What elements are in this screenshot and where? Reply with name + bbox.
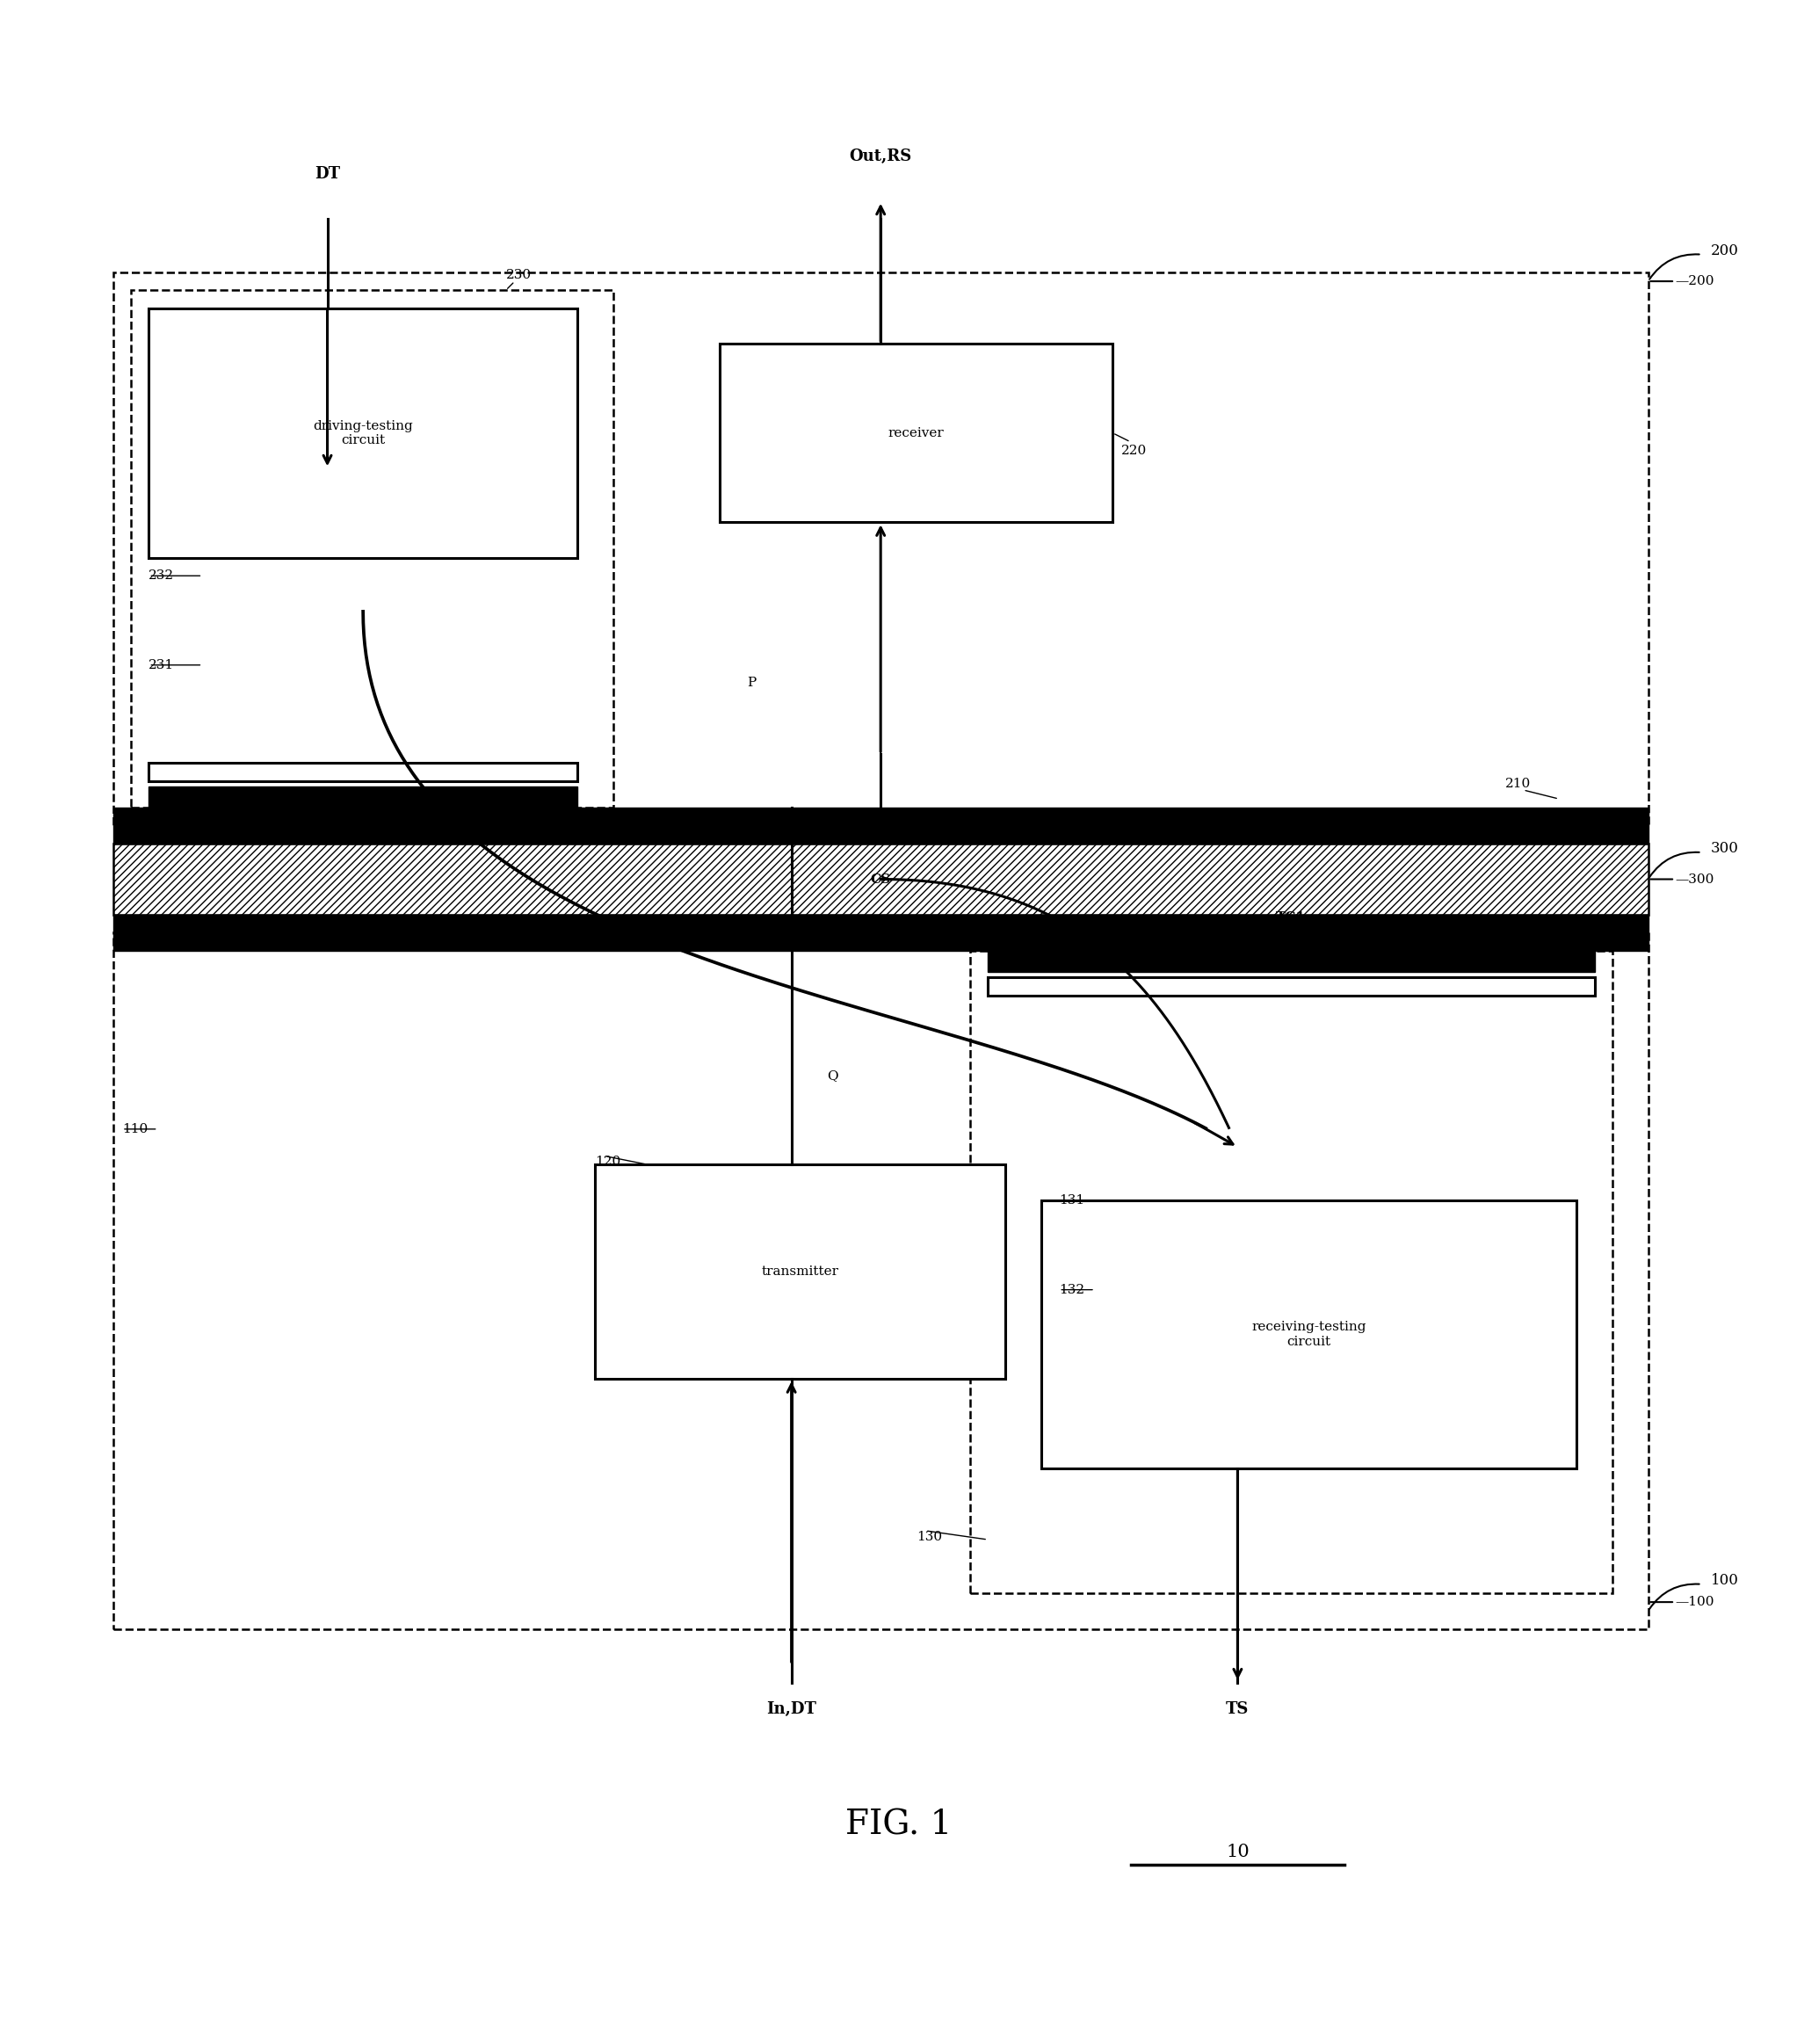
Text: —100: —100 bbox=[1675, 1596, 1714, 1609]
Text: —200: —200 bbox=[1675, 276, 1714, 288]
Text: 132: 132 bbox=[1058, 1284, 1085, 1296]
Text: 100: 100 bbox=[1711, 1574, 1738, 1588]
Text: In,DT: In,DT bbox=[767, 1701, 816, 1717]
Text: P: P bbox=[748, 677, 757, 689]
Bar bbox=[113, 807, 1648, 844]
Bar bbox=[149, 309, 577, 558]
Text: 120: 120 bbox=[595, 1155, 620, 1169]
Text: Q: Q bbox=[827, 1069, 837, 1081]
Bar bbox=[131, 290, 613, 807]
Text: 232: 232 bbox=[149, 570, 174, 583]
Text: 130: 130 bbox=[916, 1531, 942, 1543]
Text: 10: 10 bbox=[1226, 1844, 1249, 1860]
Text: 200: 200 bbox=[1711, 243, 1738, 258]
Bar bbox=[721, 343, 1112, 521]
Text: transmitter: transmitter bbox=[762, 1265, 839, 1278]
Bar bbox=[113, 844, 1648, 916]
Text: —300: —300 bbox=[1675, 873, 1714, 885]
Bar bbox=[988, 977, 1594, 995]
Text: Out,RS: Out,RS bbox=[850, 149, 911, 164]
Text: driving-testing
circuit: driving-testing circuit bbox=[313, 419, 413, 446]
Text: receiving-testing
circuit: receiving-testing circuit bbox=[1253, 1320, 1366, 1347]
Text: TC2: TC2 bbox=[349, 826, 377, 838]
Text: 300: 300 bbox=[1711, 842, 1738, 856]
Text: DT: DT bbox=[314, 166, 340, 182]
Text: 131: 131 bbox=[1058, 1194, 1085, 1206]
Bar bbox=[113, 916, 1648, 950]
Text: 210: 210 bbox=[1506, 777, 1531, 789]
Bar bbox=[113, 272, 1648, 826]
Text: TS: TS bbox=[1226, 1701, 1249, 1717]
Bar bbox=[113, 932, 1648, 1629]
Bar bbox=[149, 762, 577, 781]
Text: FIG. 1: FIG. 1 bbox=[845, 1809, 952, 1842]
Text: CS: CS bbox=[870, 873, 891, 885]
Text: receiver: receiver bbox=[888, 427, 945, 439]
Bar bbox=[595, 1165, 1006, 1380]
Text: 231: 231 bbox=[149, 658, 174, 670]
Bar bbox=[970, 950, 1612, 1592]
Text: 230: 230 bbox=[505, 270, 532, 282]
Bar bbox=[1040, 1200, 1576, 1468]
Bar bbox=[988, 950, 1594, 973]
Text: 220: 220 bbox=[1121, 446, 1146, 458]
Bar bbox=[149, 787, 577, 807]
Text: TC1: TC1 bbox=[1276, 912, 1306, 924]
Bar bbox=[113, 844, 1648, 916]
Text: 110: 110 bbox=[122, 1122, 147, 1134]
